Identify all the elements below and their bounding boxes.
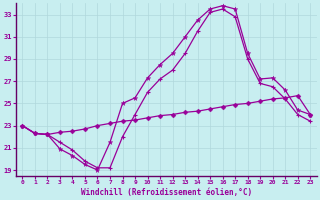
X-axis label: Windchill (Refroidissement éolien,°C): Windchill (Refroidissement éolien,°C) (81, 188, 252, 197)
